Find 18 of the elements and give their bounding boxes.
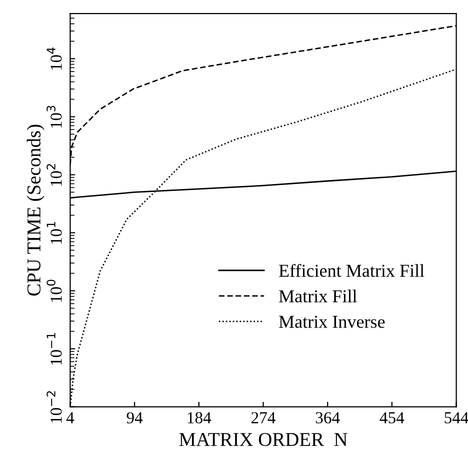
y-tick-label: 10$^{4}$: [46, 48, 62, 70]
y-tick-label: 10$^{0}$: [46, 280, 62, 302]
y-tick-label: 10$^{2}$: [46, 164, 62, 186]
y-tick-label: 10$^{3}$: [46, 106, 62, 128]
legend-label: Matrix Fill: [279, 290, 357, 302]
x-tick-label: 274: [251, 412, 276, 424]
x-tick-label: 94: [126, 412, 143, 424]
y-axis-title: CPU TIME (Seconds): [26, 124, 44, 296]
y-tick-label: 10$^{−2}$: [46, 391, 62, 423]
y-tick-label: 10$^{1}$: [46, 222, 62, 244]
x-tick-label: 4: [66, 412, 74, 424]
y-tick-label: 10$^{−1}$: [46, 333, 62, 365]
x-axis-title: MATRIX ORDER N: [179, 432, 348, 446]
legend-label: Matrix Inverse: [279, 316, 385, 328]
x-tick-label: 364: [316, 412, 340, 424]
x-tick-label: 454: [380, 412, 404, 424]
x-tick-label: 184: [188, 412, 212, 424]
legend-label: Efficient Matrix Fill: [279, 264, 424, 277]
